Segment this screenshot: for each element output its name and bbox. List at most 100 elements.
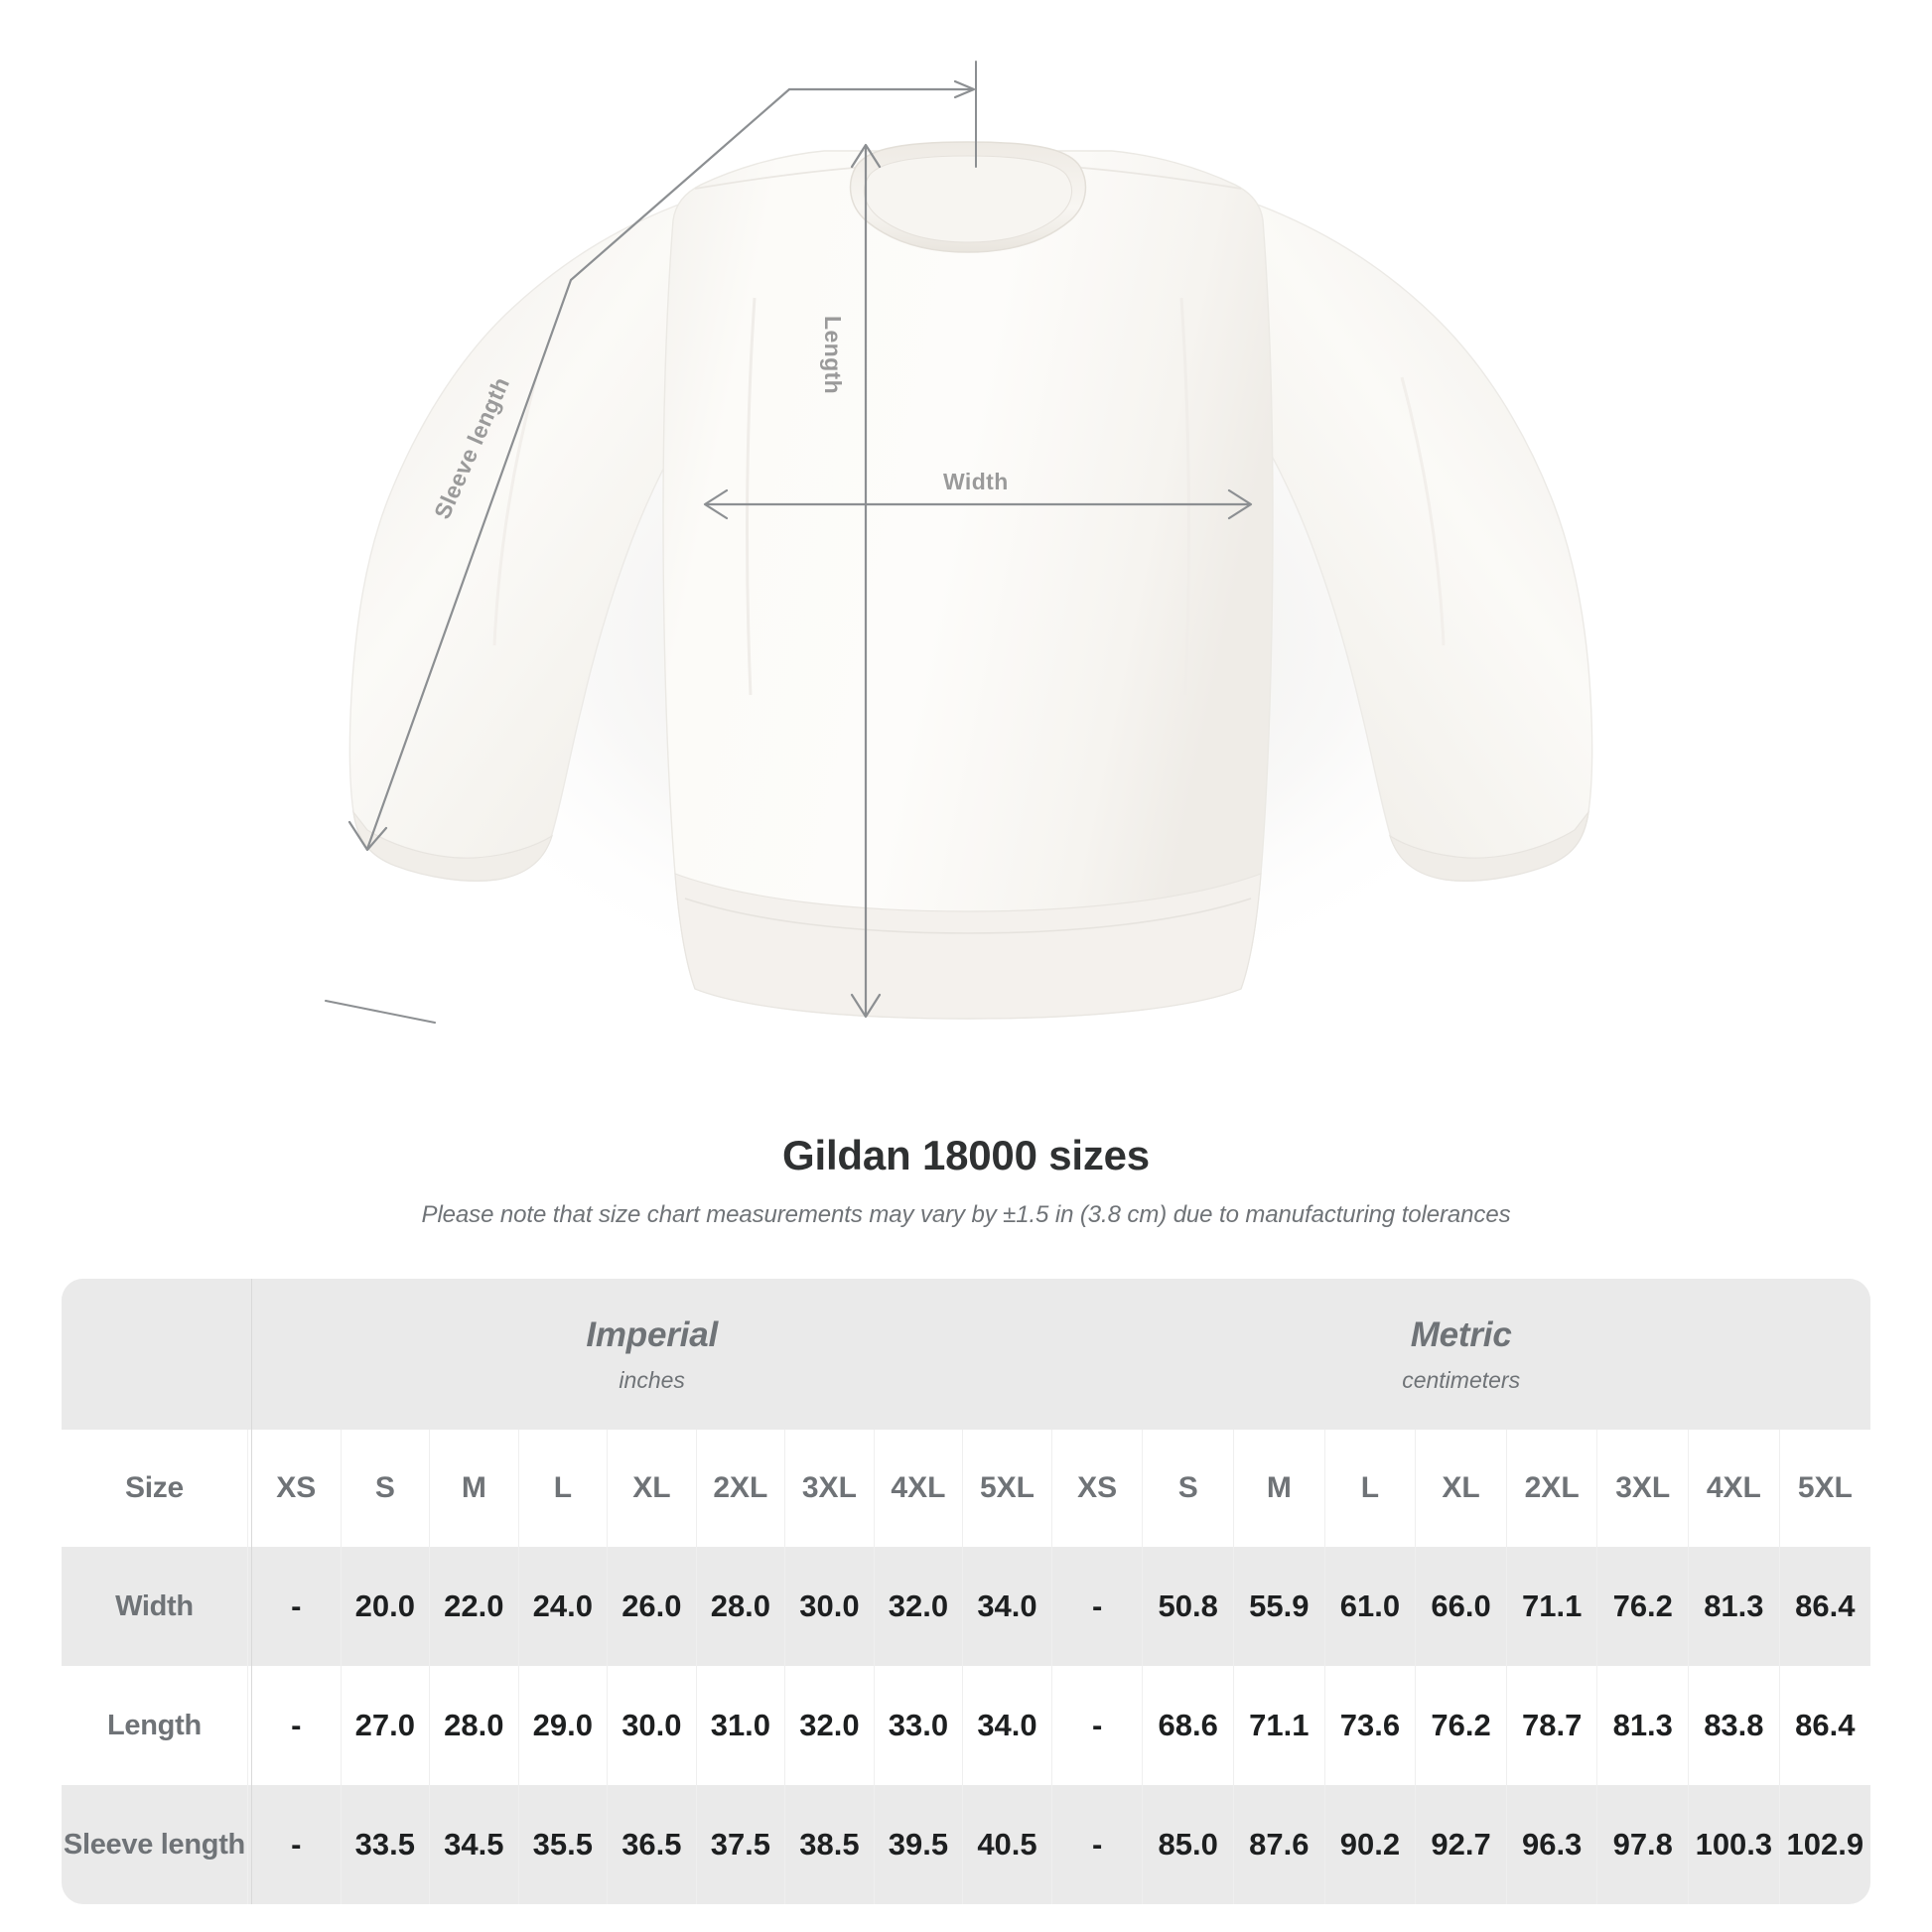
cell-length-imperial-5xl: 34.0 <box>962 1666 1052 1785</box>
cell-sleeve-length-metric-4xl: 100.3 <box>1688 1785 1780 1904</box>
cell-sleeve-length-metric-3xl: 97.8 <box>1596 1785 1690 1904</box>
width-measurement-label: Width <box>943 469 1009 494</box>
row-label-length: Length <box>62 1666 248 1785</box>
cell-sleeve-length-imperial-2xl: 37.5 <box>696 1785 786 1904</box>
cell-width-metric-xl: 66.0 <box>1415 1547 1507 1666</box>
size-header-metric-4xl: 4XL <box>1688 1430 1780 1547</box>
size-header-metric-s: S <box>1142 1430 1235 1547</box>
cell-length-imperial-m: 28.0 <box>429 1666 519 1785</box>
cell-sleeve-length-metric-l: 90.2 <box>1324 1785 1417 1904</box>
cell-width-imperial-l: 24.0 <box>518 1547 609 1666</box>
cell-width-metric-3xl: 76.2 <box>1596 1547 1690 1666</box>
cell-length-metric-5xl: 86.4 <box>1795 1708 1856 1742</box>
table-row: Sleeve length -33.5 34.5 35.5 36.5 37.5 38.5 39… <box>62 1785 1870 1904</box>
chart-title-block: Gildan 18000 sizes Please note that size… <box>0 1132 1932 1229</box>
left-shoulder-seam <box>694 166 867 190</box>
size-header-metric-xs: XS <box>1051 1430 1144 1547</box>
unit-sub-imperial: inches <box>619 1366 685 1393</box>
size-header-metric-l: L <box>1324 1430 1417 1547</box>
size-header-label: Size <box>62 1430 248 1547</box>
cell-width-imperial-s: 20.0 <box>341 1547 431 1666</box>
cell-length-imperial-4xl: 33.0 <box>874 1666 964 1785</box>
unit-header-divider <box>247 1279 253 1430</box>
unit-name-imperial: Imperial <box>586 1314 718 1354</box>
tolerance-note: Please note that size chart measurements… <box>421 1201 1511 1228</box>
size-header-imperial-3xl: 3XL <box>784 1430 875 1547</box>
row-label-sleeve-length: Sleeve length <box>62 1785 248 1904</box>
cell-sleeve-length-imperial-5xl: 40.5 <box>962 1785 1052 1904</box>
cell-width-metric-xs: - <box>1051 1547 1144 1666</box>
unit-header-imperial: Imperial inches <box>251 1279 1052 1430</box>
cell-width-metric-5xl: 86.4 <box>1795 1588 1856 1623</box>
cell-width-imperial-xs: - <box>251 1547 342 1666</box>
unit-name-metric: Metric <box>1410 1314 1512 1354</box>
size-chart-table: Imperial inches Metric centimeters Size XS S M L… <box>62 1279 1870 1904</box>
table-row: Length -27.0 28.0 29.0 30.0 31.0 32.0 33.0 34.0-… <box>62 1666 1870 1785</box>
unit-header-metric: Metric centimeters <box>1051 1279 1870 1430</box>
size-header-row: Size XS S M L XL 2XL 3XL 4XL 5XL XS S M L XL 2XL 3XL 4XL 5… <box>62 1430 1870 1547</box>
hem-seam <box>684 897 1252 934</box>
cell-width-metric-2xl: 71.1 <box>1506 1547 1598 1666</box>
measurement-lines <box>325 61 1253 1024</box>
length-measurement-label: Length <box>820 316 846 395</box>
cell-width-metric-l: 61.0 <box>1324 1547 1417 1666</box>
row-divider-sleeve-length <box>247 1785 253 1904</box>
cell-width-imperial-3xl: 30.0 <box>784 1547 875 1666</box>
size-header-imperial-l: L <box>518 1430 609 1547</box>
size-header-metric-m: M <box>1233 1430 1325 1547</box>
bottom-hem <box>674 873 1262 1020</box>
size-header-metric-2xl: 2XL <box>1506 1430 1598 1547</box>
cell-sleeve-length-metric-5xl: 102.9 <box>1786 1827 1864 1862</box>
size-header-imperial-s: S <box>341 1430 431 1547</box>
size-header-metric-xl: XL <box>1415 1430 1507 1547</box>
cell-length-imperial-xl: 30.0 <box>607 1666 697 1785</box>
size-header-divider <box>247 1430 253 1547</box>
sweatshirt-shape <box>348 141 1593 1020</box>
cell-sleeve-length-imperial-4xl: 39.5 <box>874 1785 964 1904</box>
cell-length-metric-xl: 76.2 <box>1415 1666 1507 1785</box>
cell-length-imperial-l: 29.0 <box>518 1666 609 1785</box>
cell-length-metric-xs: - <box>1051 1666 1144 1785</box>
cell-width-imperial-xl: 26.0 <box>607 1547 697 1666</box>
cell-sleeve-length-imperial-s: 33.5 <box>341 1785 431 1904</box>
body-panel <box>662 150 1274 1020</box>
size-chart-table-container: Imperial inches Metric centimeters Size XS S M L… <box>62 1279 1870 1904</box>
row-label-width: Width <box>62 1547 248 1666</box>
cell-width-metric-4xl: 81.3 <box>1688 1547 1780 1666</box>
cell-width-imperial-5xl: 34.0 <box>962 1547 1052 1666</box>
right-shoulder-seam <box>1069 166 1242 190</box>
unit-header-corner <box>62 1279 248 1430</box>
cell-length-metric-3xl: 81.3 <box>1596 1666 1690 1785</box>
cell-sleeve-length-imperial-l: 35.5 <box>518 1785 609 1904</box>
cell-length-imperial-xs: - <box>251 1666 342 1785</box>
right-cuff <box>1388 809 1589 882</box>
cell-length-imperial-2xl: 31.0 <box>696 1666 786 1785</box>
size-header-metric-3xl: 3XL <box>1596 1430 1690 1547</box>
cell-width-imperial-2xl: 28.0 <box>696 1547 786 1666</box>
cell-width-imperial-4xl: 32.0 <box>874 1547 964 1666</box>
collar-inner <box>863 155 1073 243</box>
table-row: Width -20.0 22.0 24.0 26.0 28.0 30.0 32.0 34.0-5… <box>62 1547 1870 1666</box>
unit-sub-metric: centimeters <box>1402 1366 1521 1393</box>
cell-width-metric-m: 55.9 <box>1233 1547 1325 1666</box>
left-cuff <box>352 809 554 882</box>
row-divider-length <box>247 1666 253 1785</box>
cell-length-metric-2xl: 78.7 <box>1506 1666 1598 1785</box>
size-header-imperial-m: M <box>429 1430 519 1547</box>
cell-sleeve-length-metric-s: 85.0 <box>1142 1785 1235 1904</box>
sweatshirt-diagram <box>325 61 1593 1024</box>
cell-sleeve-length-metric-xl: 92.7 <box>1415 1785 1507 1904</box>
cell-length-metric-s: 68.6 <box>1142 1666 1235 1785</box>
cell-sleeve-length-imperial-3xl: 38.5 <box>784 1785 875 1904</box>
size-header-imperial-xl: XL <box>607 1430 697 1547</box>
cell-length-metric-4xl: 83.8 <box>1688 1666 1780 1785</box>
sleeve-length-arrow <box>325 61 977 1024</box>
page-title: Gildan 18000 sizes <box>782 1132 1150 1178</box>
width-arrow <box>703 488 1253 520</box>
cell-length-imperial-3xl: 32.0 <box>784 1666 875 1785</box>
cell-length-imperial-s: 27.0 <box>341 1666 431 1785</box>
cell-sleeve-length-imperial-xl: 36.5 <box>607 1785 697 1904</box>
cell-sleeve-length-imperial-xs: - <box>251 1785 342 1904</box>
length-arrow <box>850 143 882 1019</box>
